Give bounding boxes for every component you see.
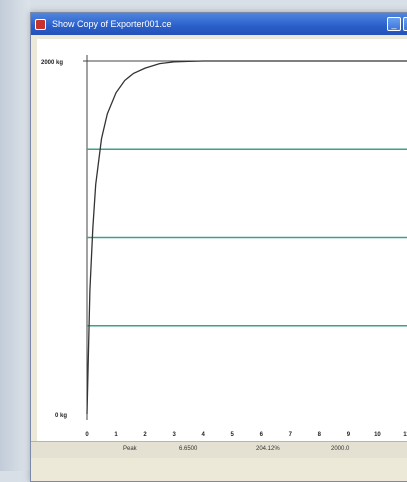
x-tick-3: 3 [172, 432, 176, 438]
x-tick-5: 5 [231, 432, 235, 438]
y-bottom-label: 0 kg [55, 413, 67, 419]
status-time: 6.6500 [179, 446, 198, 452]
x-tick-8: 8 [318, 432, 322, 438]
x-tick-2: 2 [143, 432, 147, 438]
title-bar[interactable]: Show Copy of Exporter001.ce _ □ [31, 13, 407, 35]
status-percent: 204.12% [256, 446, 280, 452]
plot-area: 2000 kg 0 kg 0 1 2 3 4 5 6 7 8 9 10 11 [37, 39, 407, 451]
window-title: Show Copy of Exporter001.ce [52, 19, 172, 29]
x-tick-10: 10 [374, 432, 381, 438]
app-icon[interactable] [35, 18, 46, 30]
x-tick-1: 1 [114, 432, 118, 438]
status-value: 2000.0 [331, 446, 350, 452]
title-buttons: _ □ [387, 17, 407, 31]
status-bar: Peak 6.6500 204.12% 2000.0 [31, 441, 407, 458]
minimize-button[interactable]: _ [387, 17, 401, 31]
status-label: Peak [123, 446, 137, 452]
series-line [86, 60, 407, 415]
x-tick-4: 4 [202, 432, 206, 438]
maximize-button[interactable]: □ [403, 17, 407, 31]
y-top-label: 2000 kg [41, 60, 63, 66]
desktop-background [0, 0, 30, 471]
x-tick-7: 7 [289, 432, 293, 438]
x-tick-9: 9 [347, 432, 351, 438]
x-tick-0: 0 [85, 432, 89, 438]
line-chart: 2000 kg 0 kg 0 1 2 3 4 5 6 7 8 9 10 11 [41, 55, 407, 438]
x-tick-6: 6 [260, 432, 264, 438]
x-tick-11: 11 [403, 432, 407, 438]
chart-window: Show Copy of Exporter001.ce _ □ 2000 kg 0… [30, 12, 407, 482]
